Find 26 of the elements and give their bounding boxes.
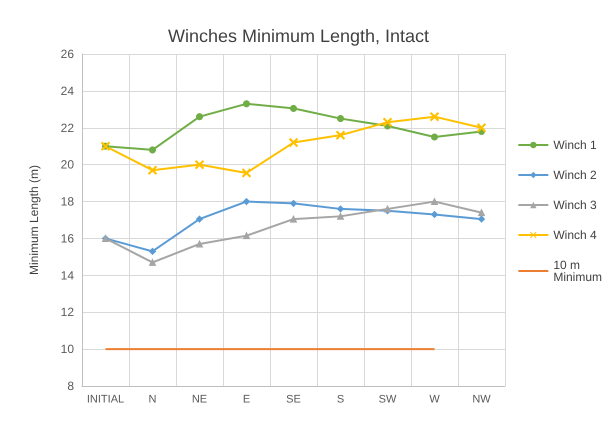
x-tick-label: N <box>148 394 157 406</box>
y-tick-label: 8 <box>67 379 74 393</box>
legend-label: Winch 1 <box>553 138 598 152</box>
legend-label: 10 m Minimum <box>553 258 602 284</box>
y-tick-label: 26 <box>60 47 74 61</box>
legend-label: Winch 3 <box>553 198 598 212</box>
legend-label: Winch 4 <box>553 228 598 242</box>
x-tick-label: E <box>242 394 250 406</box>
x-tick-label: NE <box>192 394 208 406</box>
x-tick-label: NW <box>472 394 492 406</box>
x-tick-label: W <box>429 394 440 406</box>
x-tick-label: INITIAL <box>86 394 124 406</box>
y-tick-label: 12 <box>60 305 74 320</box>
y-tick-label: 18 <box>60 194 74 209</box>
legend-label: Winch 2 <box>553 168 598 182</box>
chart-title: Winches Minimum Length, Intact <box>168 26 430 46</box>
y-tick-label: 10 <box>60 342 74 356</box>
y-tick-label: 14 <box>60 268 74 282</box>
y-tick-label: 16 <box>60 231 74 246</box>
x-tick-label: SE <box>286 394 301 406</box>
y-axis-title: Minimum Length (m) <box>27 164 41 276</box>
y-tick-label: 20 <box>60 158 74 172</box>
y-tick-label: 22 <box>60 120 74 135</box>
x-tick-label: S <box>336 394 344 406</box>
y-tick-label: 24 <box>60 84 74 98</box>
x-tick-label: SW <box>378 394 397 406</box>
